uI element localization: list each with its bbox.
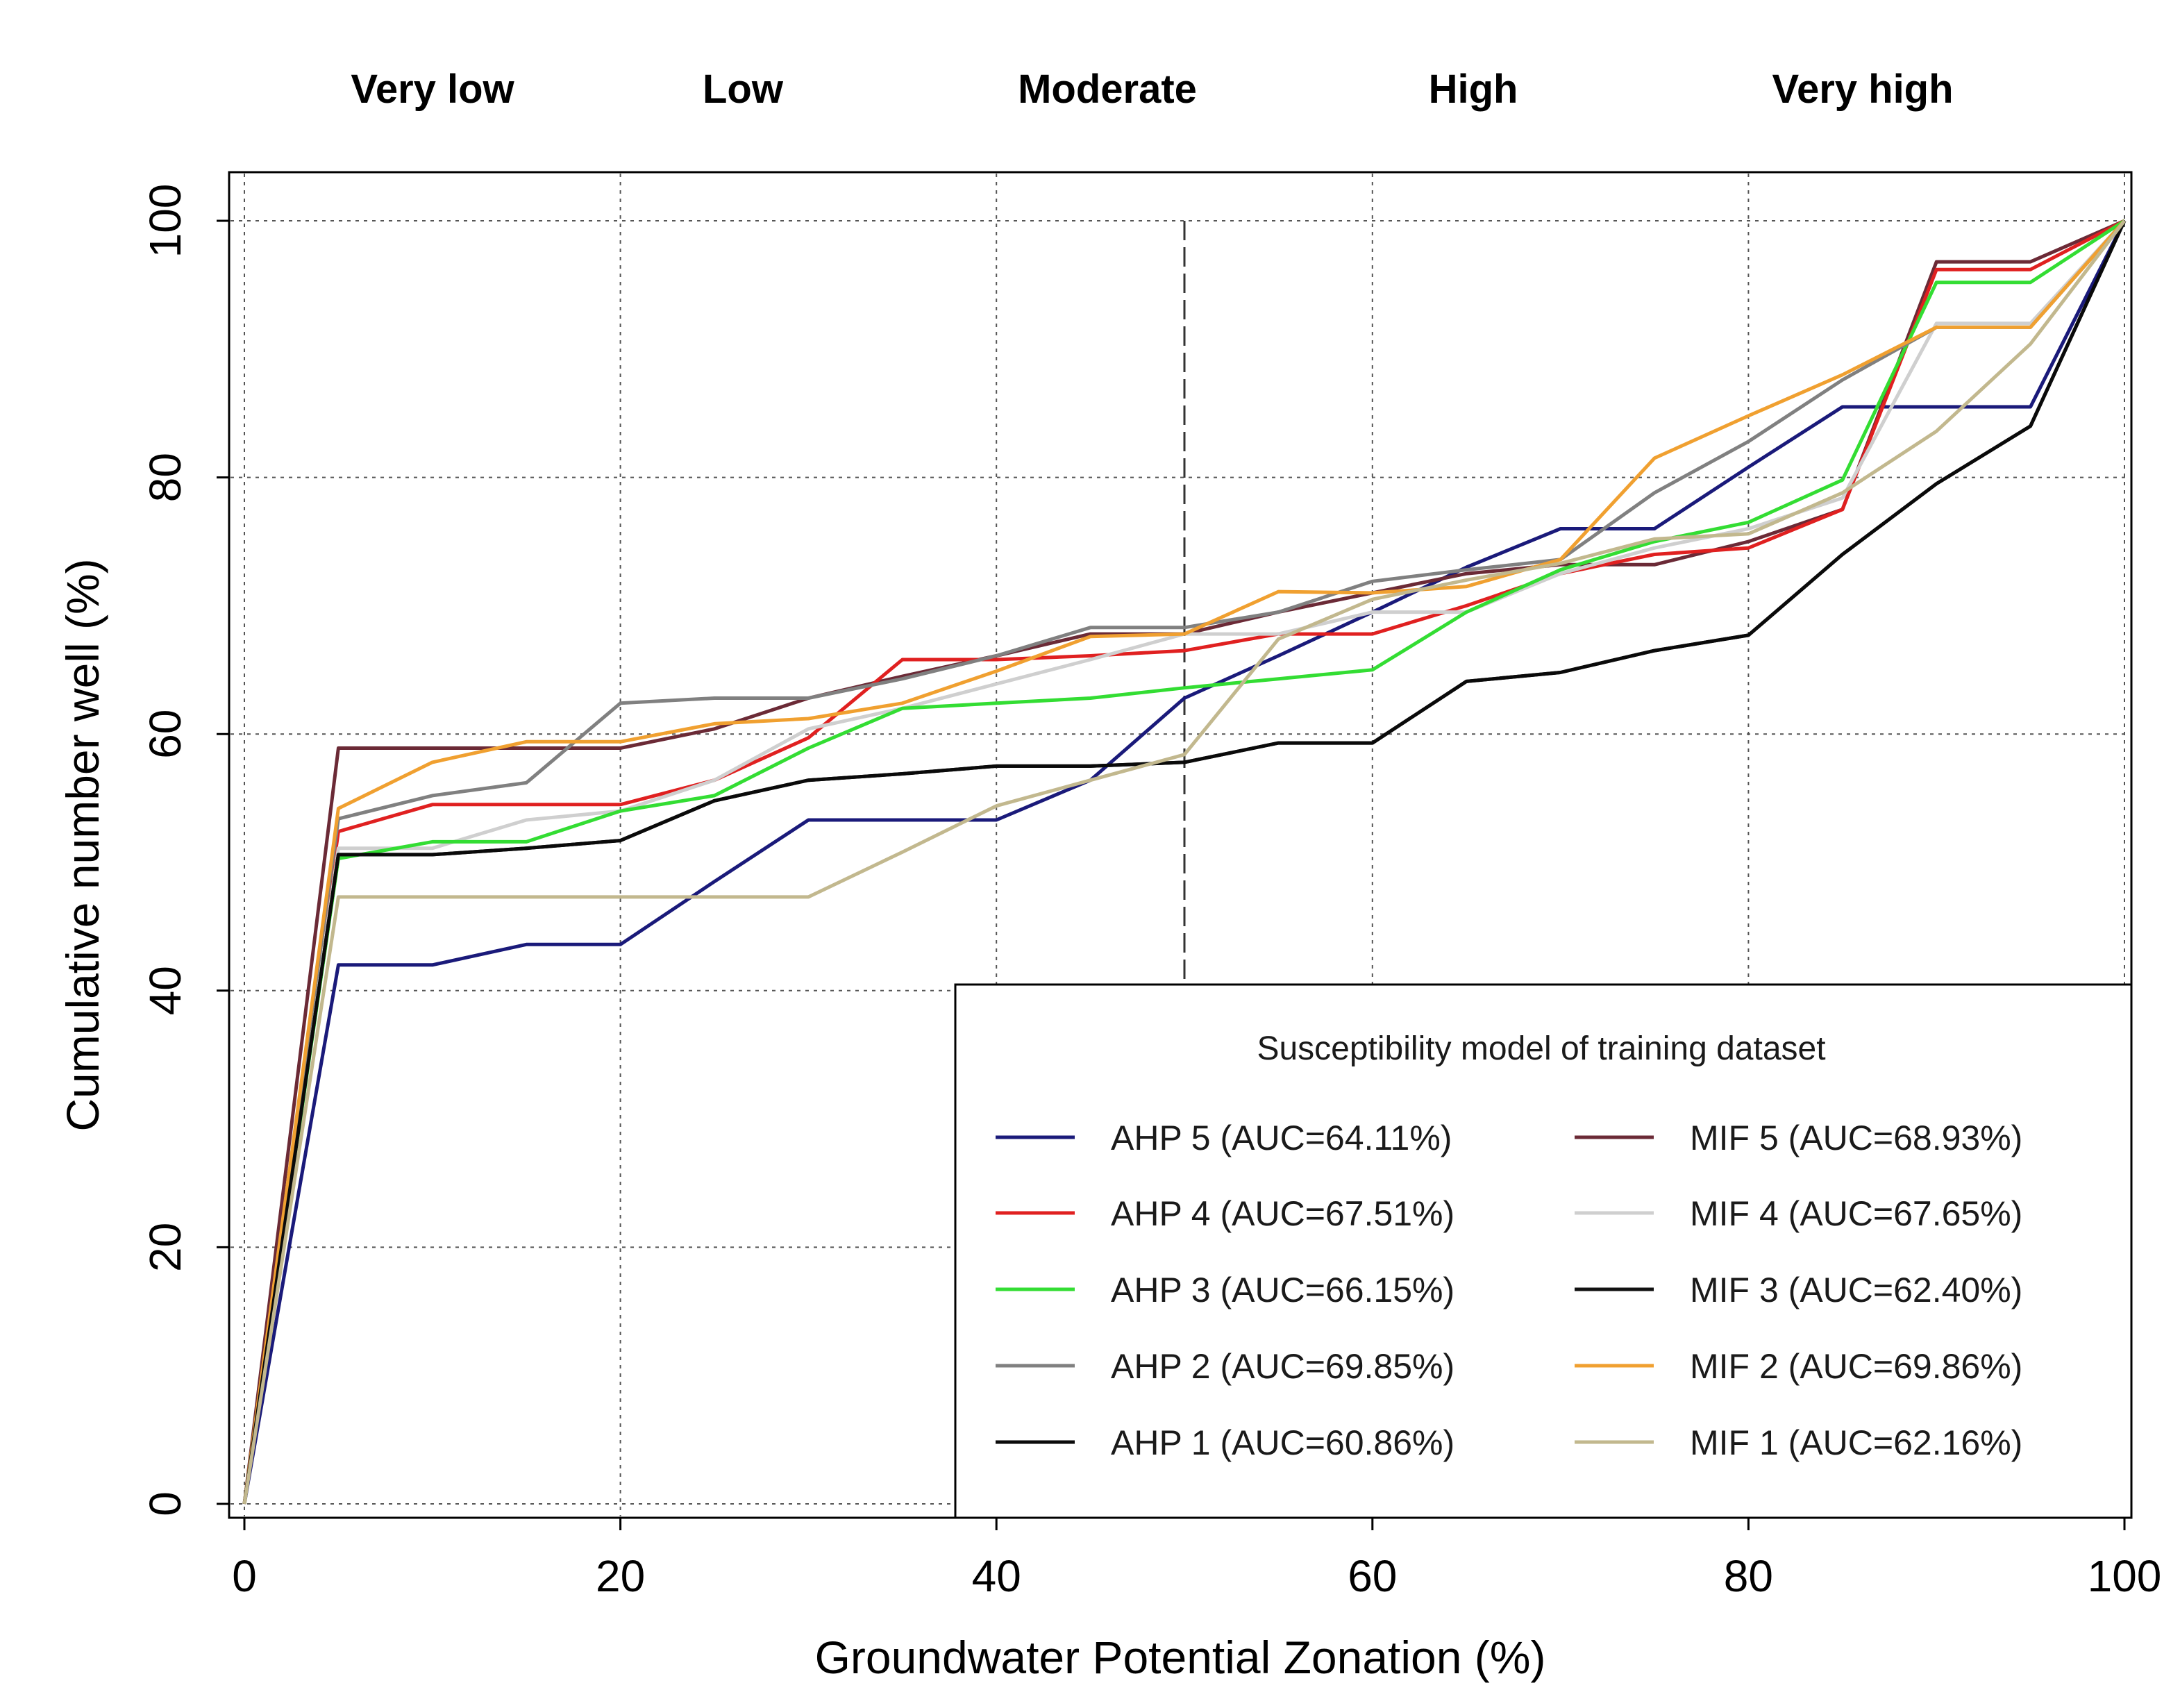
y-tick-label: 60 (140, 710, 190, 759)
legend-box (954, 983, 2133, 1519)
legend-label: MIF 1 (AUC=62.16%) (1690, 1423, 2022, 1462)
zone-label: Low (703, 67, 784, 112)
series-lines (242, 219, 2127, 1505)
legend-label: AHP 2 (AUC=69.85%) (1111, 1347, 1454, 1386)
y-tick-label: 0 (140, 1491, 190, 1516)
series-line (242, 219, 2126, 1505)
zone-label: Very high (1772, 67, 1953, 112)
legend-label: MIF 5 (AUC=68.93%) (1690, 1119, 2022, 1157)
zone-label: Very low (351, 67, 514, 112)
y-axis: 0 20 40 60 80 100 (140, 184, 229, 1516)
zone-label: Moderate (1018, 67, 1197, 112)
series-line (242, 219, 2126, 1505)
y-tick-label: 20 (140, 1223, 190, 1272)
legend-items: AHP 5 (AUC=64.11%) MIF 5 (AUC=68.93%) AHP … (996, 1119, 2022, 1462)
y-tick-label: 40 (140, 966, 190, 1015)
y-tick-label: 100 (140, 184, 190, 258)
zone-labels: Very low Low Moderate High Very high (351, 67, 1953, 112)
x-tick-label: 0 (232, 1551, 257, 1601)
series-line (242, 219, 2126, 1505)
y-tick-label: 80 (140, 453, 190, 502)
x-tick-label: 20 (596, 1551, 645, 1601)
legend-label: AHP 4 (AUC=67.51%) (1111, 1194, 1454, 1233)
series-line (242, 219, 2127, 1505)
x-tick-label: 100 (2088, 1551, 2162, 1601)
legend-label: MIF 4 (AUC=67.65%) (1690, 1194, 2022, 1233)
legend-title: Susceptibility model of training dataset (1257, 1030, 1825, 1067)
series-line (242, 219, 2126, 1505)
series-line (242, 219, 2126, 1505)
legend-label: MIF 3 (AUC=62.40%) (1690, 1271, 2022, 1309)
x-axis-title: Groundwater Potential Zonation (%) (815, 1632, 1546, 1683)
x-axis: 0 20 40 60 80 100 (232, 1518, 2161, 1601)
legend: Susceptibility model of training dataset… (954, 983, 2133, 1519)
legend-label: MIF 2 (AUC=69.86%) (1690, 1347, 2022, 1386)
y-axis-title: Cumulative number well (%) (57, 558, 108, 1131)
series-line (242, 219, 2127, 1505)
x-tick-label: 60 (1348, 1551, 1397, 1601)
legend-label: AHP 1 (AUC=60.86%) (1111, 1423, 1454, 1462)
zone-label: High (1429, 67, 1518, 112)
legend-label: AHP 3 (AUC=66.15%) (1111, 1271, 1454, 1309)
x-tick-label: 80 (1724, 1551, 1773, 1601)
x-tick-label: 40 (972, 1551, 1021, 1601)
legend-label: AHP 5 (AUC=64.11%) (1111, 1119, 1452, 1157)
